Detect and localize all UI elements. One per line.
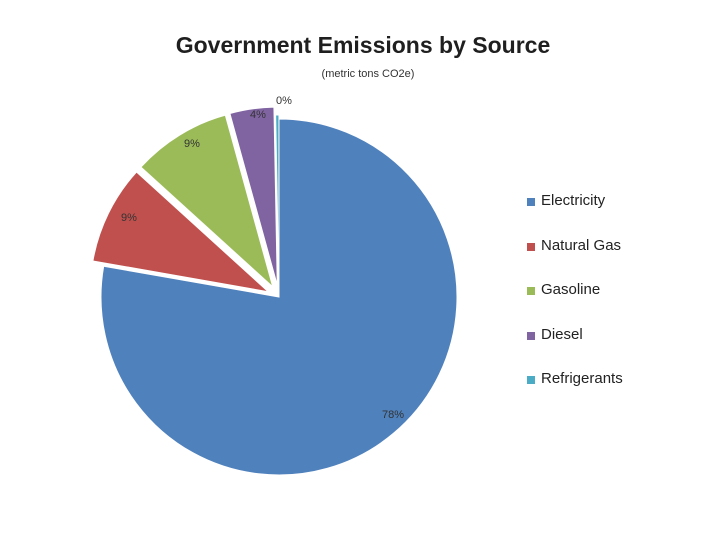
legend-swatch — [527, 331, 535, 340]
pie-slice-diesel — [229, 106, 278, 286]
legend-label: Refrigerants — [541, 370, 623, 387]
legend-swatch — [527, 376, 535, 384]
legend-swatch — [527, 198, 535, 206]
legend-label: Electricity — [541, 192, 606, 209]
pie-slice-gasoline — [140, 114, 274, 289]
data-label-diesel: 4% — [250, 109, 266, 121]
data-label-refrigerants: 0% — [276, 95, 292, 107]
legend-label: Diesel — [541, 325, 583, 343]
data-label-natural-gas: 9% — [121, 212, 137, 224]
chart-subtitle: (metric tons CO2e) — [321, 68, 415, 80]
pie-slice-electricity — [100, 118, 458, 476]
data-label-gasoline: 9% — [184, 138, 200, 150]
legend-swatch — [527, 242, 535, 251]
data-label-electricity: 78% — [382, 409, 404, 421]
legend-swatch — [527, 287, 535, 295]
legend-label: Natural Gas — [541, 236, 622, 254]
legend-label: Gasoline — [541, 281, 601, 298]
chart-title: Government Emissions by Source — [175, 32, 551, 58]
pie-slice-refrigerants — [275, 114, 280, 294]
pie-slice-natural-gas — [92, 171, 270, 293]
